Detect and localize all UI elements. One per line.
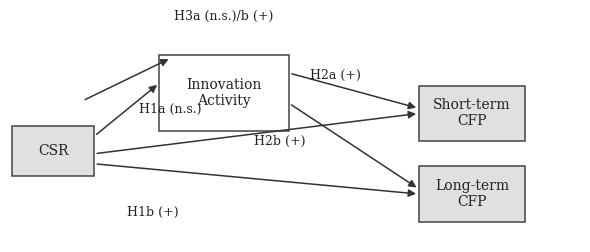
Text: H1a (n.s.): H1a (n.s.): [139, 103, 201, 116]
Text: H2a (+): H2a (+): [310, 69, 360, 82]
Text: Short-term
CFP: Short-term CFP: [433, 98, 511, 129]
Text: Innovation
Activity: Innovation Activity: [186, 78, 262, 108]
FancyBboxPatch shape: [419, 86, 525, 141]
Text: H3a (n.s.)/b (+): H3a (n.s.)/b (+): [174, 10, 273, 23]
FancyBboxPatch shape: [419, 166, 525, 222]
FancyBboxPatch shape: [12, 126, 94, 176]
Text: CSR: CSR: [38, 144, 68, 158]
Text: H2b (+): H2b (+): [254, 135, 305, 148]
Text: H1b (+): H1b (+): [127, 206, 178, 219]
FancyBboxPatch shape: [159, 55, 289, 131]
Text: Long-term
CFP: Long-term CFP: [435, 179, 509, 209]
